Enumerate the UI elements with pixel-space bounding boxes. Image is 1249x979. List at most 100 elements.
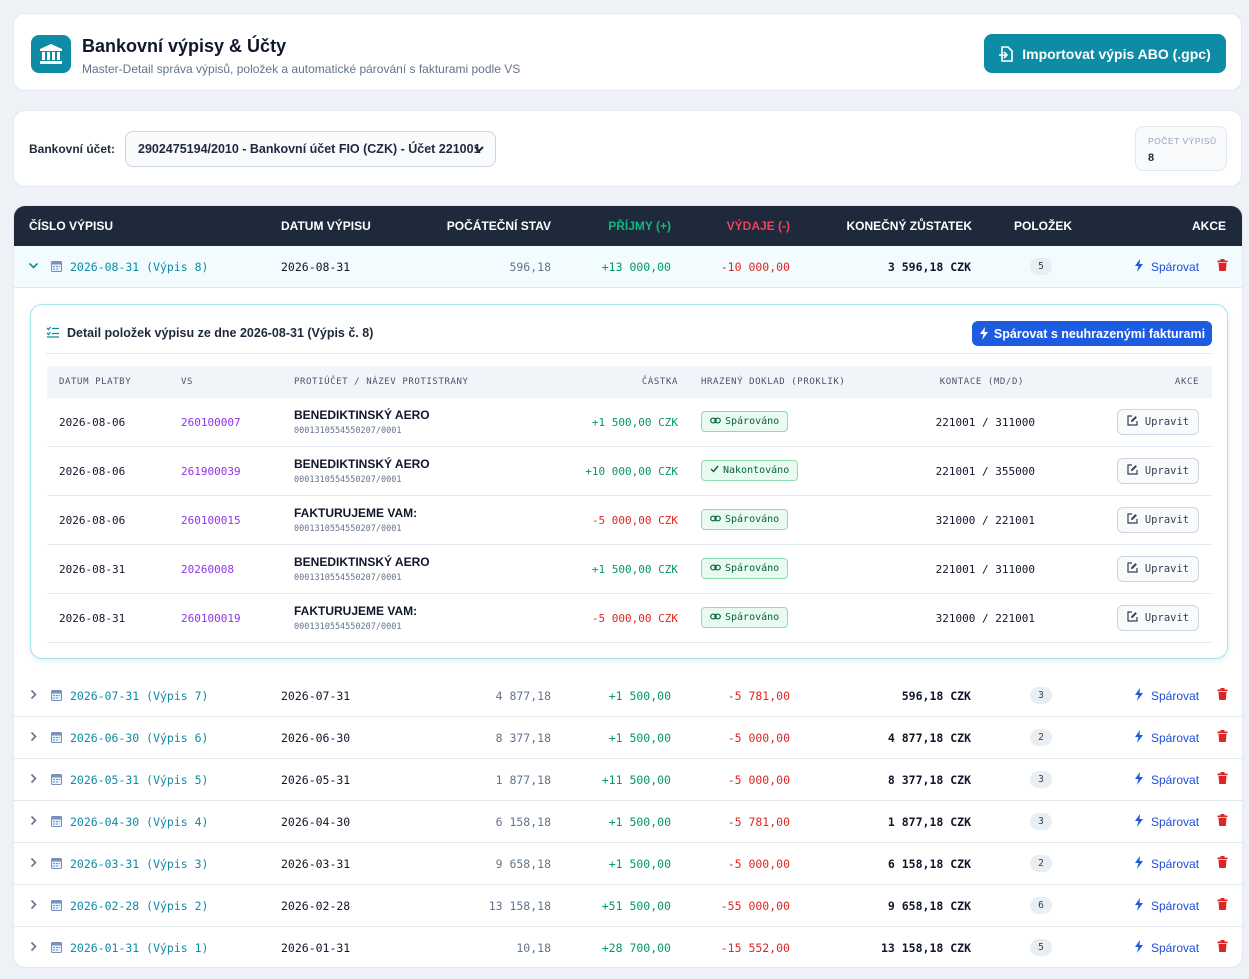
account-label: Bankovní účet:: [29, 142, 116, 156]
edit-button[interactable]: Upravit: [1117, 605, 1199, 631]
chevron-right-icon[interactable]: [28, 815, 39, 829]
trash-icon[interactable]: [1217, 940, 1228, 955]
status-badge[interactable]: Nakontováno: [701, 460, 799, 481]
variable-symbol[interactable]: 260100015: [181, 514, 241, 527]
statement-items-badge: 2: [1030, 855, 1052, 872]
statement-name[interactable]: 2026-08-31 (Výpis 8): [70, 260, 209, 274]
pair-label: Spárovat: [1151, 689, 1200, 703]
variable-symbol[interactable]: 261900039: [181, 465, 241, 478]
chevron-right-icon[interactable]: [28, 689, 39, 703]
statement-name[interactable]: 2026-04-30 (Výpis 4): [70, 815, 209, 829]
status-badge[interactable]: Spárováno: [701, 558, 789, 579]
edit-label: Upravit: [1144, 465, 1190, 477]
divider: [46, 353, 1212, 354]
statement-row[interactable]: 2026-07-31 (Výpis 7) 2026-07-31 4 877,18 +1…: [14, 675, 1242, 717]
statement-count-label: POČET VÝPISŮ: [1148, 136, 1217, 146]
edit-icon: [1127, 464, 1138, 478]
trash-icon[interactable]: [1217, 688, 1228, 703]
list-check-icon: [46, 326, 59, 338]
counterparty-account: 0001310554550207/0001: [294, 573, 402, 583]
trash-icon[interactable]: [1217, 856, 1228, 871]
pair-button[interactable]: Spárovat: [1134, 856, 1199, 872]
trash-icon[interactable]: [1217, 898, 1228, 913]
statement-row[interactable]: 2026-05-31 (Výpis 5) 2026-05-31 1 877,18 +1…: [14, 759, 1242, 801]
pair-button[interactable]: Spárovat: [1134, 730, 1199, 746]
pair-label: Spárovat: [1151, 815, 1200, 829]
trash-icon[interactable]: [1217, 814, 1228, 829]
edit-button[interactable]: Upravit: [1117, 458, 1199, 484]
calendar-icon: [51, 731, 62, 746]
status-badge[interactable]: Spárováno: [701, 509, 789, 530]
statement-name[interactable]: 2026-01-31 (Výpis 1): [70, 941, 209, 955]
pair-button[interactable]: Spárovat: [1134, 898, 1199, 914]
pair-label: Spárovat: [1151, 857, 1200, 871]
statement-row[interactable]: 2026-02-28 (Výpis 2) 2026-02-28 13 158,18 +…: [14, 885, 1242, 927]
import-abo-button[interactable]: Importovat výpis ABO (.gpc): [984, 34, 1226, 73]
payment-amount: -5 000,00 CZK: [591, 612, 678, 625]
link-icon: [710, 416, 721, 428]
trash-icon[interactable]: [1217, 730, 1228, 745]
payment-date: 2026-08-31: [59, 563, 126, 576]
edit-button[interactable]: Upravit: [1117, 409, 1199, 435]
variable-symbol[interactable]: 260100007: [181, 416, 241, 429]
chevron-down-icon[interactable]: [28, 260, 39, 274]
statement-start: 1 877,18: [495, 773, 551, 787]
trash-icon[interactable]: [1217, 772, 1228, 787]
statement-end: 8 377,18 CZK: [887, 773, 971, 787]
statement-items-badge: 2: [1030, 729, 1052, 746]
statement-row[interactable]: 2026-04-30 (Výpis 4) 2026-04-30 6 158,18 +1…: [14, 801, 1242, 843]
account-panel: Bankovní účet: 2902475194/2010 - Bankovn…: [13, 110, 1242, 187]
counterparty-name: BENEDIKTINSKÝ AERO: [294, 457, 430, 471]
edit-label: Upravit: [1144, 612, 1190, 624]
pair-unpaid-invoices-button[interactable]: Spárovat s neuhrazenými fakturami: [972, 321, 1212, 346]
pair-label: Spárovat: [1151, 260, 1200, 274]
statement-row[interactable]: 2026-08-31 (Výpis 8) 2026-08-31 596,18 +13 …: [14, 246, 1242, 288]
pair-button[interactable]: Spárovat: [1134, 688, 1199, 704]
chevron-right-icon[interactable]: [28, 773, 39, 787]
statement-row[interactable]: 2026-03-31 (Výpis 3) 2026-03-31 9 658,18 +1…: [14, 843, 1242, 885]
edit-icon: [1127, 415, 1138, 429]
calendar-icon: [51, 941, 62, 956]
counterparty-name: FAKTURUJEME VAM:: [294, 604, 418, 618]
chevron-right-icon[interactable]: [28, 899, 39, 913]
chevron-right-icon[interactable]: [28, 857, 39, 871]
pair-button[interactable]: Spárovat: [1134, 259, 1199, 275]
pair-button[interactable]: Spárovat: [1134, 772, 1199, 788]
statement-name[interactable]: 2026-06-30 (Výpis 6): [70, 731, 209, 745]
pair-unpaid-invoices-label: Spárovat s neuhrazenými fakturami: [993, 326, 1206, 341]
chevron-right-icon[interactable]: [28, 731, 39, 745]
statement-row[interactable]: 2026-06-30 (Výpis 6) 2026-06-30 8 377,18 +1…: [14, 717, 1242, 759]
status-badge[interactable]: Spárováno: [701, 411, 789, 432]
variable-symbol[interactable]: 20260008: [181, 563, 234, 576]
account-select[interactable]: 2902475194/2010 - Bankovní účet FIO (CZK…: [125, 131, 496, 167]
detail-item-row: 2026-08-06 260100015 FAKTURUJEME VAM: 00013…: [47, 496, 1212, 545]
statement-income: +28 700,00: [601, 941, 671, 955]
edit-button[interactable]: Upravit: [1117, 507, 1199, 533]
edit-icon: [1127, 611, 1138, 625]
payment-amount: +1 500,00 CZK: [591, 416, 678, 429]
col-expense: VÝDAJE (-): [726, 219, 790, 233]
trash-icon[interactable]: [1217, 259, 1228, 274]
statement-name[interactable]: 2026-03-31 (Výpis 3): [70, 857, 209, 871]
statement-name[interactable]: 2026-07-31 (Výpis 7): [70, 689, 209, 703]
statement-expense: -5 781,00: [727, 815, 790, 829]
col-number: ČÍSLO VÝPISU: [29, 219, 114, 233]
statement-date: 2026-05-31: [281, 773, 351, 787]
statement-date: 2026-08-31: [281, 260, 351, 274]
status-badge[interactable]: Spárováno: [701, 607, 789, 628]
detail-title: Detail položek výpisu ze dne 2026-08-31 …: [67, 326, 374, 340]
edit-button[interactable]: Upravit: [1117, 556, 1199, 582]
file-import-icon: [999, 45, 1014, 62]
status-label: Nakontováno: [723, 465, 790, 476]
statement-name[interactable]: 2026-02-28 (Výpis 2): [70, 899, 209, 913]
statement-row[interactable]: 2026-01-31 (Výpis 1) 2026-01-31 10,18 +28 7…: [14, 927, 1242, 967]
pair-button[interactable]: Spárovat: [1134, 940, 1199, 956]
pair-button[interactable]: Spárovat: [1134, 814, 1199, 830]
chevron-right-icon[interactable]: [28, 941, 39, 955]
edit-label: Upravit: [1144, 514, 1190, 526]
variable-symbol[interactable]: 260100019: [181, 612, 241, 625]
payment-date: 2026-08-06: [59, 514, 126, 527]
counterparty-name: FAKTURUJEME VAM:: [294, 506, 418, 520]
col-actions: AKCE: [1191, 219, 1226, 233]
statement-name[interactable]: 2026-05-31 (Výpis 5): [70, 773, 209, 787]
